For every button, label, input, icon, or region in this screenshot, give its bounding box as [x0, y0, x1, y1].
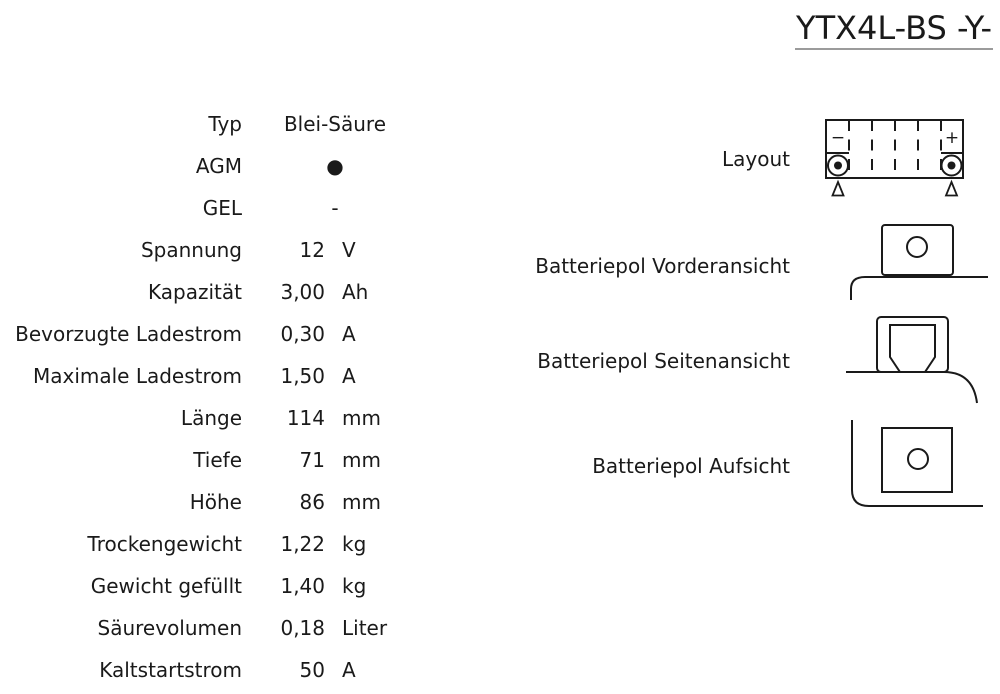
- spec-value: -: [331, 196, 339, 220]
- spec-unit: kg: [342, 532, 367, 556]
- spec-unit: A: [342, 322, 356, 346]
- spec-row-kapazitaet: Kapazität 3,00 Ah: [0, 271, 480, 313]
- plus-terminal-icon: [940, 154, 963, 177]
- plus-terminal-sign: +: [945, 128, 959, 148]
- spec-unit: mm: [342, 490, 381, 514]
- spec-label: Maximale Ladestrom: [32, 364, 242, 388]
- minus-terminal-sign: −: [831, 128, 845, 148]
- page-title: YTX4L-BS -Y-: [795, 10, 993, 50]
- spec-row-kaltstartstrom: Kaltstartstrom 50 A: [0, 649, 480, 691]
- spec-row-saeurevolumen: Säurevolumen 0,18 Liter: [0, 607, 480, 649]
- spec-value: 114: [286, 406, 325, 430]
- pole-front-view-icon: [850, 224, 988, 300]
- spec-value: 1,40: [280, 574, 325, 598]
- spec-label: GEL: [202, 196, 242, 220]
- spec-label: Trockengewicht: [87, 532, 242, 556]
- spec-value: Blei-Säure: [283, 112, 387, 136]
- minus-terminal-icon: [827, 154, 849, 177]
- spec-value: 71: [299, 448, 325, 472]
- spec-row-hoehe: Höhe 86 mm: [0, 481, 480, 523]
- spec-label: Kaltstartstrom: [99, 658, 242, 682]
- spec-row-trockengewicht: Trockengewicht 1,22 kg: [0, 523, 480, 565]
- spec-label: Typ: [208, 112, 242, 136]
- spec-value: 50: [299, 658, 325, 682]
- spec-value: 0,30: [280, 322, 325, 346]
- spec-row-tiefe: Tiefe 71 mm: [0, 439, 480, 481]
- spec-unit: V: [342, 238, 356, 262]
- spec-label: Höhe: [189, 490, 242, 514]
- spec-row-gewicht-gefuellt: Gewicht gefüllt 1,40 kg: [0, 565, 480, 607]
- layout-label: Layout: [722, 147, 790, 171]
- spec-label: Gewicht gefüllt: [90, 574, 242, 598]
- spec-label: Länge: [180, 406, 242, 430]
- left-vent-marker-icon: [831, 179, 845, 197]
- spec-label: Säurevolumen: [97, 616, 242, 640]
- spec-unit: kg: [342, 574, 367, 598]
- spec-unit: A: [342, 364, 356, 388]
- pole-top-view-icon: [851, 420, 983, 507]
- spec-value: 0,18: [280, 616, 325, 640]
- top-view-label: Batteriepol Aufsicht: [592, 454, 790, 478]
- spec-label: Bevorzugte Ladestrom: [15, 322, 242, 346]
- spec-table: Typ Blei-Säure AGM ● GEL - Spannung 12 V…: [0, 103, 480, 691]
- spec-label: Tiefe: [193, 448, 242, 472]
- spec-value: 3,00: [280, 280, 325, 304]
- spec-row-maximale-ladestrom: Maximale Ladestrom 1,50 A: [0, 355, 480, 397]
- spec-unit: mm: [342, 448, 381, 472]
- spec-value: 86: [299, 490, 325, 514]
- side-view-label: Batteriepol Seitenansicht: [537, 349, 790, 373]
- spec-value: ●: [326, 154, 344, 178]
- spec-value: 12: [299, 238, 325, 262]
- front-view-label: Batteriepol Vorderansicht: [535, 254, 790, 278]
- spec-value: 1,22: [280, 532, 325, 556]
- spec-row-spannung: Spannung 12 V: [0, 229, 480, 271]
- spec-row-typ: Typ Blei-Säure: [0, 103, 480, 145]
- spec-unit: Ah: [342, 280, 369, 304]
- spec-label: Kapazität: [148, 280, 242, 304]
- spec-value: 1,50: [280, 364, 325, 388]
- spec-row-bevorzugte-ladestrom: Bevorzugte Ladestrom 0,30 A: [0, 313, 480, 355]
- right-vent-marker-icon: [944, 179, 959, 197]
- spec-label: AGM: [195, 154, 242, 178]
- spec-row-gel: GEL -: [0, 187, 480, 229]
- spec-unit: Liter: [342, 616, 388, 640]
- battery-layout-icon: − +: [825, 119, 964, 197]
- spec-unit: A: [342, 658, 356, 682]
- spec-unit: mm: [342, 406, 381, 430]
- spec-label: Spannung: [140, 238, 242, 262]
- spec-row-agm: AGM ●: [0, 145, 480, 187]
- spec-row-laenge: Länge 114 mm: [0, 397, 480, 439]
- pole-side-view-icon: [846, 316, 978, 404]
